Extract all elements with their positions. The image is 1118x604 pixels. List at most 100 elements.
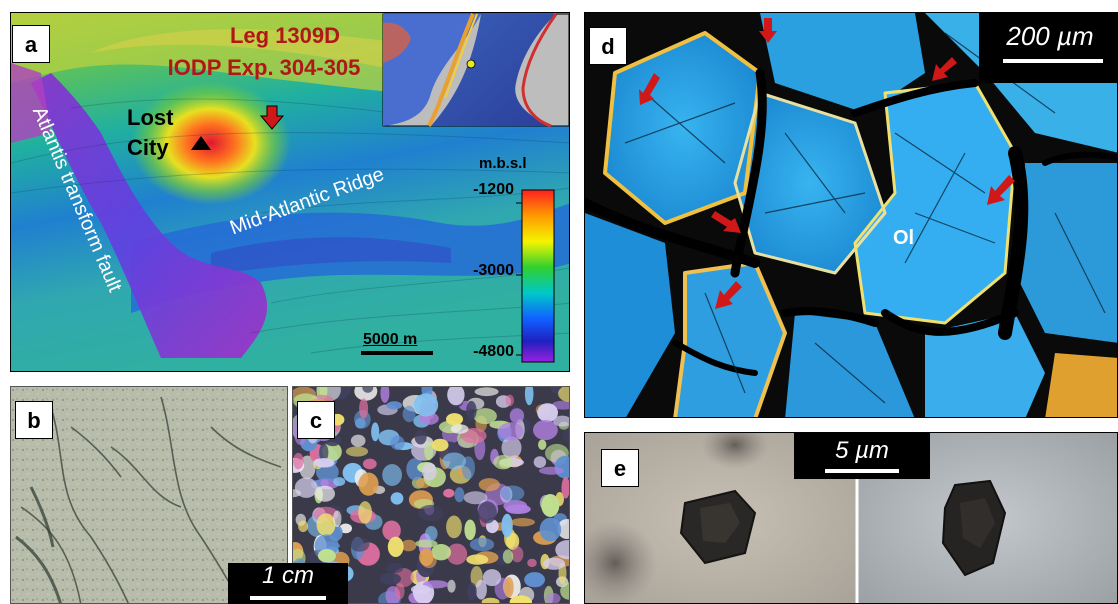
mineral-grain — [443, 488, 455, 498]
scale-bar-line-e — [825, 469, 899, 473]
leg-title-line2: IODP Exp. 304-305 — [167, 55, 361, 80]
mineral-grain — [538, 439, 547, 450]
mineral-grain — [431, 544, 451, 561]
mineral-grain — [527, 558, 537, 568]
mineral-grain — [561, 476, 569, 499]
mineral-grain — [298, 520, 309, 533]
mineral-grain — [500, 485, 525, 502]
lost-city-label: Lost City — [127, 105, 174, 160]
mineral-grain — [320, 479, 329, 488]
mineral-grain — [533, 456, 547, 468]
mineral-grain — [545, 593, 561, 603]
mineral-grain — [450, 424, 469, 434]
mineral-grain — [317, 549, 336, 563]
panel-a-bathymetry-map: a Leg 1309D IODP Exp. 304-305 Lost City … — [10, 12, 570, 372]
mineral-grain — [539, 466, 564, 475]
mineral-grain — [379, 572, 401, 585]
mineral-grain — [423, 580, 449, 589]
mineral-grain — [382, 464, 402, 486]
mineral-grain — [316, 513, 336, 537]
mineral-grain — [401, 539, 417, 552]
mineral-grain — [510, 518, 535, 527]
mineral-grain — [555, 540, 569, 560]
mineral-grain — [539, 517, 562, 542]
mineral-grain — [406, 458, 425, 481]
panel-label-d: d — [589, 27, 627, 65]
mineral-grain — [503, 500, 528, 512]
mineral-grain — [418, 504, 444, 522]
olivine-label: Ol — [893, 227, 915, 249]
mineral-grain — [562, 427, 569, 443]
mineral-grain — [345, 446, 369, 457]
mineral-grain — [415, 539, 438, 548]
mineral-grain — [293, 452, 304, 470]
mineral-grain — [414, 429, 427, 445]
leg-title-line1: Leg 1309D — [229, 23, 341, 48]
mineral-grain — [446, 543, 468, 565]
mineral-grain — [474, 387, 499, 397]
mineral-grain — [294, 477, 318, 498]
scale-bar-line-d — [1003, 59, 1103, 63]
scale-box-d — [979, 13, 1117, 83]
scale-bar-label-e: 5 µm — [835, 437, 889, 464]
panel-label-e: e — [601, 449, 639, 487]
mineral-grain — [350, 434, 366, 447]
mineral-grain — [313, 458, 335, 468]
mineral-grain — [350, 537, 370, 552]
mineral-grain — [339, 523, 352, 534]
panel-label-c: c — [297, 401, 335, 439]
mineral-grain — [467, 582, 477, 601]
mineral-grain — [464, 519, 476, 541]
mineral-grain — [533, 419, 558, 441]
mineral-grain — [390, 492, 404, 505]
mineral-grain — [371, 422, 380, 442]
mineral-grain — [511, 546, 524, 563]
mineral-grain — [524, 387, 534, 406]
mineral-grain — [413, 393, 439, 417]
panel-d-olivine-micrograph: d 200 µm Ol — [584, 12, 1118, 418]
mineral-grain — [410, 584, 431, 594]
mineral-grain — [390, 435, 405, 450]
mineral-grain — [543, 557, 566, 570]
depth-colorbar — [521, 189, 555, 363]
colorbar-tick-4800: -4800 — [473, 343, 514, 360]
mineral-grain — [560, 582, 569, 600]
olivine-image — [585, 13, 1117, 417]
mineral-grain — [386, 562, 404, 574]
mineral-grain — [447, 579, 456, 593]
mineral-grain — [493, 455, 513, 470]
mineral-grain — [446, 515, 462, 539]
mineral-grain — [424, 441, 434, 461]
bathymetry-image — [11, 13, 569, 371]
mineral-grain — [532, 582, 547, 603]
mineral-grain — [466, 554, 489, 565]
mineral-grain — [359, 398, 369, 419]
scale-bar-line-bc — [250, 596, 326, 600]
mineral-grain — [386, 401, 403, 410]
mineral-grain — [446, 413, 463, 426]
mineral-grain — [333, 477, 346, 487]
mineral-grain — [419, 548, 434, 567]
mineral-grain — [380, 387, 390, 403]
mineral-grain — [497, 422, 524, 441]
panel-e-micrograph: e 5 µm — [584, 432, 1118, 604]
mineral-grain — [387, 536, 404, 557]
mineral-grain — [541, 494, 560, 517]
mineral-grain — [466, 400, 477, 420]
mineral-grain — [402, 405, 416, 423]
mineral-grain — [505, 394, 515, 407]
mineral-grain — [358, 501, 372, 524]
panel-label-a: a — [12, 25, 50, 63]
mineral-grain — [478, 478, 500, 492]
colorbar-tick-3000: -3000 — [473, 262, 514, 279]
mineral-grain — [509, 408, 525, 424]
mineral-grain — [362, 458, 377, 470]
mineral-grain — [469, 537, 495, 552]
mineral-grain — [362, 387, 374, 393]
panel-label-b: b — [15, 401, 53, 439]
mineral-grain — [537, 403, 558, 422]
mineral-grain — [394, 583, 405, 600]
inclusion-image — [585, 433, 1117, 603]
mineral-grain — [509, 595, 532, 603]
mineral-grain — [558, 387, 569, 402]
